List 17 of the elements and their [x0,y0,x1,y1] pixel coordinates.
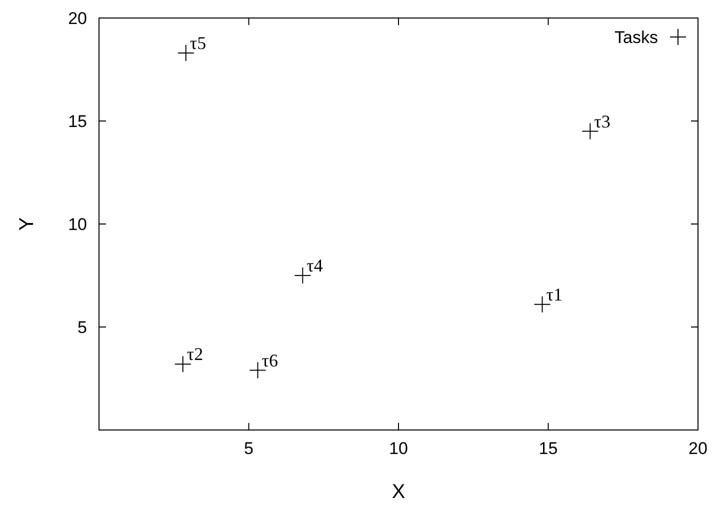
y-tick-label: 15 [68,112,87,131]
x-tick-label: 15 [538,439,558,458]
y-tick-label: 10 [68,214,87,234]
legend-label: Tasks [614,28,658,47]
annotation: τ6 [262,350,278,370]
x-tick-label: 20 [688,439,708,458]
annotation: τ3 [594,111,610,132]
y-tick-label: 20 [68,8,87,28]
x-tick-label: 5 [244,439,254,458]
annotation: τ4 [306,256,323,276]
annotation: τ5 [190,33,206,54]
y-axis-title: Y [16,217,38,231]
x-axis-title: X [392,481,406,503]
y-tick-label: 5 [78,318,87,337]
x-tick-label: 10 [389,439,408,458]
annotation: τ2 [186,344,204,364]
annotation: τ1 [546,284,562,304]
